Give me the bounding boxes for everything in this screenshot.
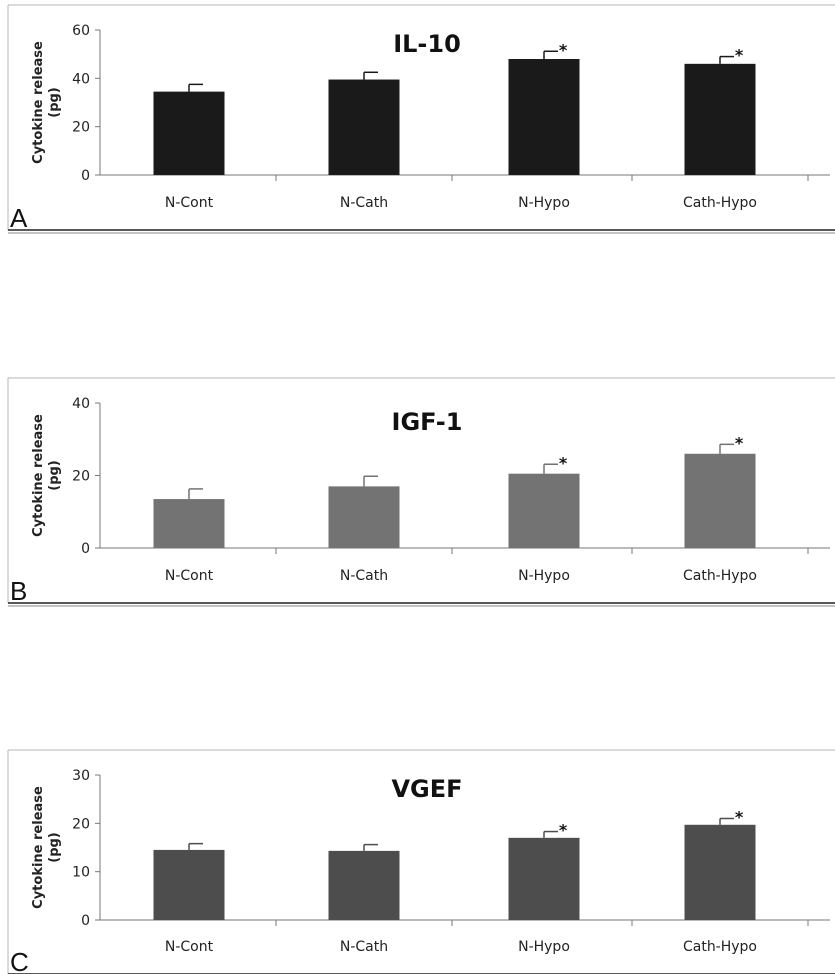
x-category-label-c-0: N-Cont [165,939,214,955]
chart-title-c: VGEF [391,775,462,803]
significance-star-b-3: * [735,433,744,452]
bar-c-1 [328,850,400,920]
x-category-label-b-0: N-Cont [165,568,214,584]
x-category-label-c-2: N-Hypo [518,939,570,955]
x-category-label-b-2: N-Hypo [518,568,570,584]
significance-star-b-2: * [559,453,568,472]
x-category-label-b-1: N-Cath [340,568,388,584]
bar-b-3 [684,453,756,548]
y-axis-label-c-line1: Cytokine release [31,786,46,909]
y-axis-label-b-line1: Cytokine release [31,414,46,537]
x-category-label-c-1: N-Cath [340,939,388,955]
y-axis-label-a-line2: (pg) [47,87,62,118]
x-category-label-c-3: Cath-Hypo [683,939,757,955]
x-category-label-b-3: Cath-Hypo [683,568,757,584]
y-tick-label-c-0: 0 [81,913,90,929]
bar-b-1 [328,486,400,548]
y-tick-label-c-2: 20 [72,816,90,832]
panel-letter-a: A [10,203,28,233]
bar-a-2 [508,59,580,175]
significance-star-c-3: * [735,808,744,827]
y-axis-label-b-line2: (pg) [47,460,62,491]
y-tick-label-b-0: 0 [81,541,90,557]
bar-c-2 [508,837,580,920]
panel-letter-b: B [10,576,27,606]
panel-letter-c: C [10,947,29,974]
chart-svg-a: 0 20 40 60 Cytokine release (pg) IL-10 A N-Cont N… [7,4,835,234]
y-tick-label-a-0: 0 [81,168,90,184]
bar-b-2 [508,473,580,548]
chart-title-a: IL-10 [393,30,461,58]
x-category-label-a-0: N-Cont [165,195,214,211]
bar-a-3 [684,63,756,176]
bar-c-3 [684,824,756,920]
y-axis-label-c-line2: (pg) [47,832,62,863]
chart-title-b: IGF-1 [392,408,463,436]
significance-star-c-2: * [559,821,568,840]
significance-star-a-2: * [559,40,568,59]
y-tick-label-c-1: 10 [72,865,90,881]
bar-a-1 [328,79,400,175]
y-tick-label-a-2: 40 [72,71,90,87]
bar-a-0 [153,91,225,175]
y-tick-label-b-2: 40 [72,396,90,412]
x-category-label-a-3: Cath-Hypo [683,195,757,211]
y-axis-label-a-line1: Cytokine release [31,41,46,164]
significance-star-a-3: * [735,46,744,65]
chart-panel-a: 0 20 40 60 Cytokine release (pg) IL-10 A N-Cont N… [0,0,835,235]
y-tick-label-a-3: 60 [72,23,90,39]
bar-b-0 [153,499,225,548]
bar-c-0 [153,849,225,920]
y-tick-label-b-1: 20 [72,469,90,485]
x-category-label-a-1: N-Cath [340,195,388,211]
y-tick-label-a-1: 20 [72,120,90,136]
x-category-label-a-2: N-Hypo [518,195,570,211]
y-tick-label-c-3: 30 [72,768,90,784]
